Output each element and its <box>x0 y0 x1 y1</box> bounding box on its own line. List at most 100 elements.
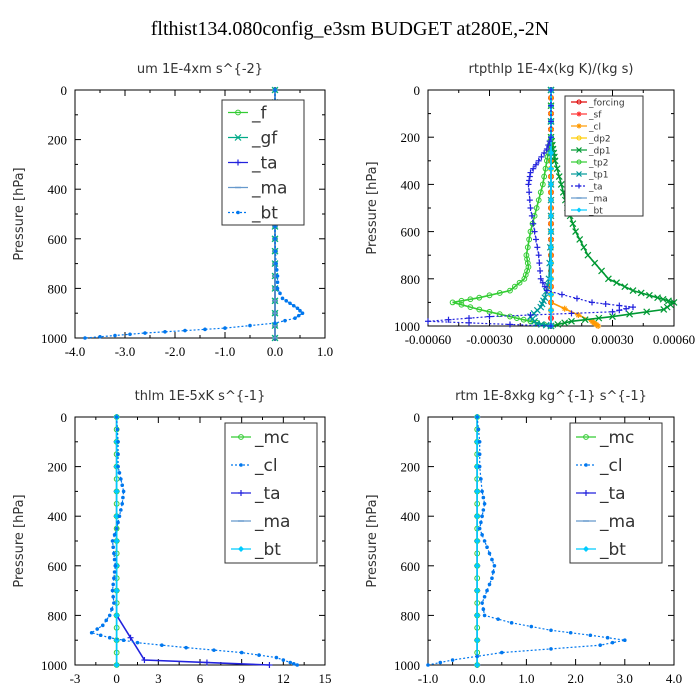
point <box>235 109 241 116</box>
point <box>238 434 244 440</box>
legend-label: _bt <box>588 207 603 217</box>
legend: _mc _cl _ta _ma _bt <box>569 422 663 564</box>
point <box>535 197 542 204</box>
legend: _f _gf _ta _ma _bt <box>221 99 305 226</box>
point <box>113 333 117 338</box>
point <box>554 321 562 328</box>
point <box>475 654 480 659</box>
point <box>160 643 164 647</box>
series-cl <box>89 415 300 667</box>
point <box>613 279 621 287</box>
point <box>548 244 554 251</box>
point <box>548 260 554 267</box>
point <box>482 539 487 543</box>
point <box>239 463 243 467</box>
point <box>511 283 518 290</box>
point <box>575 312 581 318</box>
point <box>117 471 122 475</box>
y-tick-label: 0 <box>414 83 421 98</box>
point <box>496 290 503 296</box>
point <box>236 210 240 215</box>
point <box>116 440 120 444</box>
point <box>114 415 119 419</box>
point <box>486 292 493 299</box>
point <box>184 645 188 650</box>
point <box>113 513 120 520</box>
legend-label: _gf <box>251 129 278 149</box>
point <box>572 228 580 236</box>
point <box>212 648 216 652</box>
y-tick-label: 0 <box>61 410 68 425</box>
point <box>496 311 503 318</box>
point <box>548 291 554 298</box>
y-tick-label: 800 <box>48 281 68 296</box>
point <box>273 237 277 241</box>
point <box>507 313 513 320</box>
point <box>110 588 115 593</box>
point <box>274 655 279 660</box>
point <box>580 243 588 251</box>
point <box>112 601 116 605</box>
legend-label: _bt <box>251 204 278 224</box>
y-tick-label: 1000 <box>41 658 67 673</box>
point <box>482 613 487 618</box>
point <box>610 640 615 645</box>
x-tick-label: 3 <box>155 671 162 686</box>
point <box>551 157 559 165</box>
series-line <box>550 90 676 327</box>
legend-label: _bt <box>599 540 626 560</box>
point <box>273 321 277 325</box>
point <box>654 294 662 302</box>
point <box>238 546 244 552</box>
point <box>576 171 582 177</box>
point <box>544 153 551 160</box>
point <box>524 256 530 263</box>
point <box>520 316 527 323</box>
point <box>95 627 100 631</box>
point <box>474 562 481 569</box>
point <box>529 624 534 629</box>
x-tick-label: -1.0 <box>215 344 236 359</box>
x-tick-label: -3 <box>70 671 81 686</box>
y-tick-label: 200 <box>401 130 421 145</box>
point <box>284 299 289 303</box>
point <box>474 538 481 544</box>
point <box>637 289 645 297</box>
point <box>487 582 492 587</box>
point <box>479 520 483 525</box>
point <box>526 236 533 243</box>
panel-3: thlm 1E-5xK s^{-1} Pressure [hPa] 0 200 400 6… <box>12 389 332 686</box>
point <box>476 306 483 313</box>
y-axis-label: Pressure [hPa] <box>12 167 27 260</box>
legend-label: _ma <box>588 195 608 205</box>
point <box>183 328 187 333</box>
x-tick-label: -1.0 <box>418 671 439 686</box>
point <box>516 279 523 286</box>
point <box>595 314 603 322</box>
point <box>283 318 287 323</box>
y-tick-label: 600 <box>401 559 421 574</box>
point <box>665 297 672 305</box>
point <box>485 545 489 549</box>
legend-label: _tp1 <box>588 171 608 181</box>
x-tick-label: -0.00060 <box>405 332 452 347</box>
point <box>537 189 544 196</box>
legend-label: _ma <box>254 512 290 532</box>
point <box>474 513 481 520</box>
x-tick-label: 0.0 <box>267 344 283 359</box>
point <box>496 617 500 621</box>
point <box>273 88 277 92</box>
point <box>588 633 593 638</box>
point <box>275 280 280 285</box>
legend: _forcing _sf _cl _dp2 _dp1 _tp2 _tp1 _ta _ma _bt <box>564 95 644 217</box>
point <box>521 275 528 282</box>
point <box>121 638 126 642</box>
x-tick-label: -4.0 <box>65 344 86 359</box>
point <box>548 181 554 188</box>
point <box>583 434 589 440</box>
point <box>549 647 553 651</box>
point <box>524 244 531 251</box>
y-tick-label: 800 <box>48 608 68 623</box>
x-tick-label: 1.0 <box>317 344 333 359</box>
